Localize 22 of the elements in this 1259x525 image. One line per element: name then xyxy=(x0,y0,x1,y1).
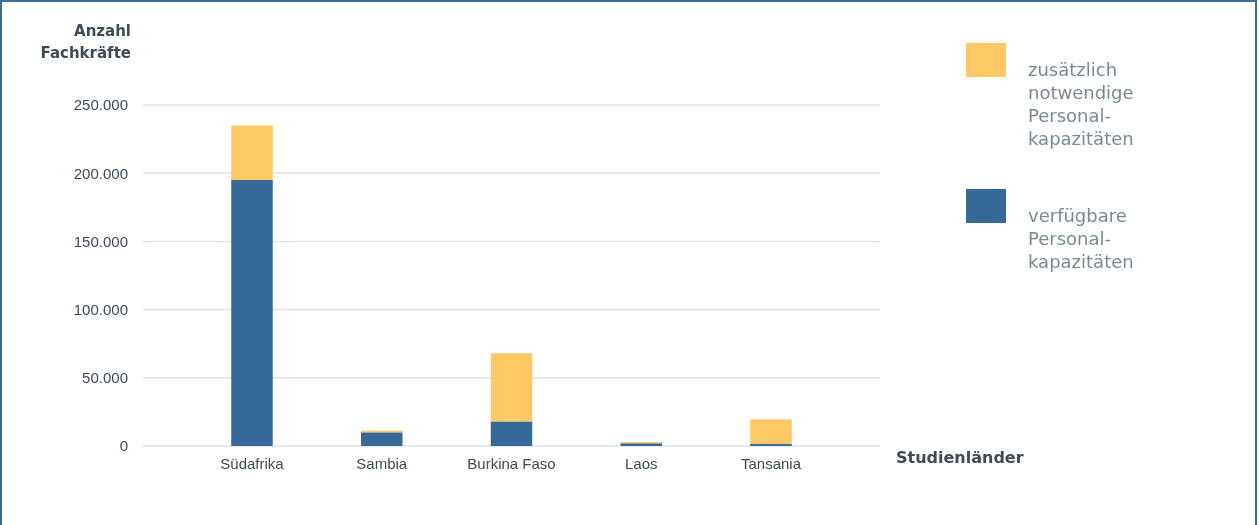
y-tick-label: 50.000 xyxy=(82,369,128,387)
bar xyxy=(490,421,533,446)
y-tick-label: 200.000 xyxy=(73,164,128,182)
bar xyxy=(490,353,533,422)
x-tick-label: Burkina Faso xyxy=(467,454,556,472)
x-tick-label: Tansania xyxy=(740,454,802,472)
x-tick-label: Sambia xyxy=(356,454,408,472)
bar xyxy=(750,443,792,446)
bar xyxy=(231,180,273,446)
legend-label: verfügbare Personal- kapazitäten xyxy=(1028,205,1134,272)
x-axis-title: Studienländer xyxy=(896,448,1024,467)
x-tick-label: Südafrika xyxy=(220,454,285,472)
bar xyxy=(750,419,792,444)
y-tick-label: 150.000 xyxy=(73,232,128,250)
bar xyxy=(231,125,273,181)
y-tick-label: 0 xyxy=(119,437,128,455)
y-tick-label: 250.000 xyxy=(73,96,128,114)
bar xyxy=(360,432,403,446)
x-tick-label: Laos xyxy=(624,454,658,472)
y-axis-title: Anzahl Fachkräfte xyxy=(40,22,131,62)
y-tick-label: 100.000 xyxy=(73,300,128,318)
legend-label: zusätzlich notwendige Personal- kapazitäten xyxy=(1028,59,1134,149)
